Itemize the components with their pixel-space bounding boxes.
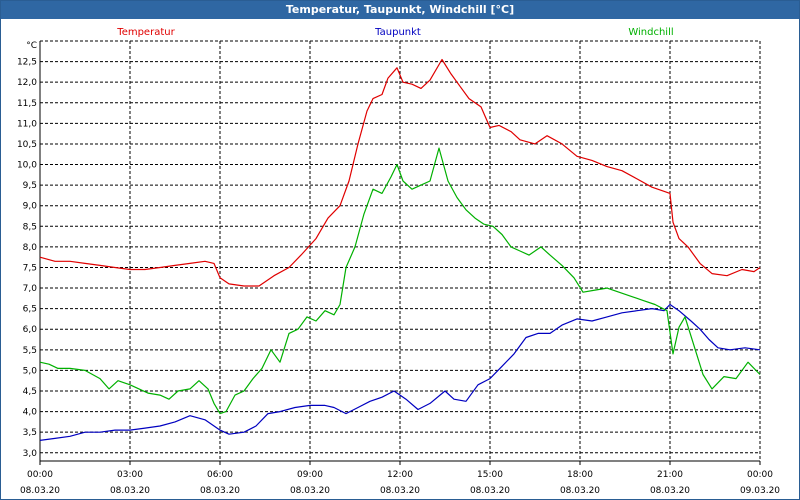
y-tick-label: 5,0 [23, 366, 38, 376]
y-tick-label: 11,5 [17, 99, 37, 109]
y-tick-label: 3,5 [23, 428, 37, 438]
y-tick-label: 9,0 [23, 202, 38, 212]
y-tick-label: 6,5 [23, 305, 37, 315]
x-tick-time: 15:00 [477, 470, 503, 480]
series-line-windchill [39, 147, 761, 415]
x-tick-time: 09:00 [297, 470, 323, 480]
x-tick-date: 08.03.20 [110, 486, 150, 496]
x-tick-date: 08.03.20 [20, 486, 60, 496]
legend-taupunkt: Taupunkt [374, 27, 421, 38]
y-tick-label: 6,0 [23, 325, 38, 335]
y-tick-label: 9,5 [23, 181, 37, 191]
y-tick-label: 4,0 [23, 408, 38, 418]
legend-windchill: Windchill [628, 27, 673, 38]
y-tick-label: 8,5 [23, 222, 37, 232]
y-tick-label: 10,5 [17, 140, 37, 150]
x-tick-time: 06:00 [207, 470, 233, 480]
y-tick-label: 12,5 [17, 58, 37, 68]
y-tick-label: 7,0 [23, 284, 38, 294]
y-tick-label: 7,5 [23, 263, 37, 273]
x-tick-date: 08.03.20 [290, 486, 330, 496]
y-tick-label: 4,5 [23, 387, 37, 397]
x-tick-date: 08.03.20 [380, 486, 420, 496]
window-title: Temperatur, Taupunkt, Windchill [°C] [1, 1, 799, 19]
series-line-temperatur [39, 58, 761, 287]
legend-temperatur: Temperatur [116, 27, 175, 38]
x-tick-date: 08.03.20 [650, 486, 690, 496]
x-tick-date: 09.03.20 [740, 486, 780, 496]
x-tick-time: 03:00 [117, 470, 143, 480]
x-tick-time: 21:00 [657, 470, 683, 480]
x-tick-time: 18:00 [567, 470, 593, 480]
grid-layer [40, 41, 760, 461]
y-tick-label: 8,0 [23, 243, 38, 253]
series-layer [39, 58, 761, 441]
y-tick-label: 12,0 [17, 78, 37, 88]
x-tick-date: 08.03.20 [560, 486, 600, 496]
x-tick-time: 00:00 [747, 470, 773, 480]
y-tick-label: 3,0 [23, 449, 38, 459]
axis-layer: 3,0 3,5 4,0 4,5 5,0 5,5 6,0 6,5 7,0 7,5 8,0 8,5 9,0 9… [17, 40, 780, 496]
x-tick-time: 12:00 [387, 470, 413, 480]
y-tick-label: 11,0 [17, 119, 37, 129]
legend-layer: Temperatur Taupunkt Windchill [116, 27, 673, 38]
x-tick-time: 00:00 [27, 470, 53, 480]
x-tick-date: 08.03.20 [200, 486, 240, 496]
x-tick-date: 08.03.20 [470, 486, 510, 496]
y-axis-unit-label: °C [26, 41, 37, 51]
series-line-taupunkt [39, 303, 761, 441]
y-tick-label: 10,0 [17, 161, 37, 171]
y-tick-label: 5,5 [23, 346, 37, 356]
